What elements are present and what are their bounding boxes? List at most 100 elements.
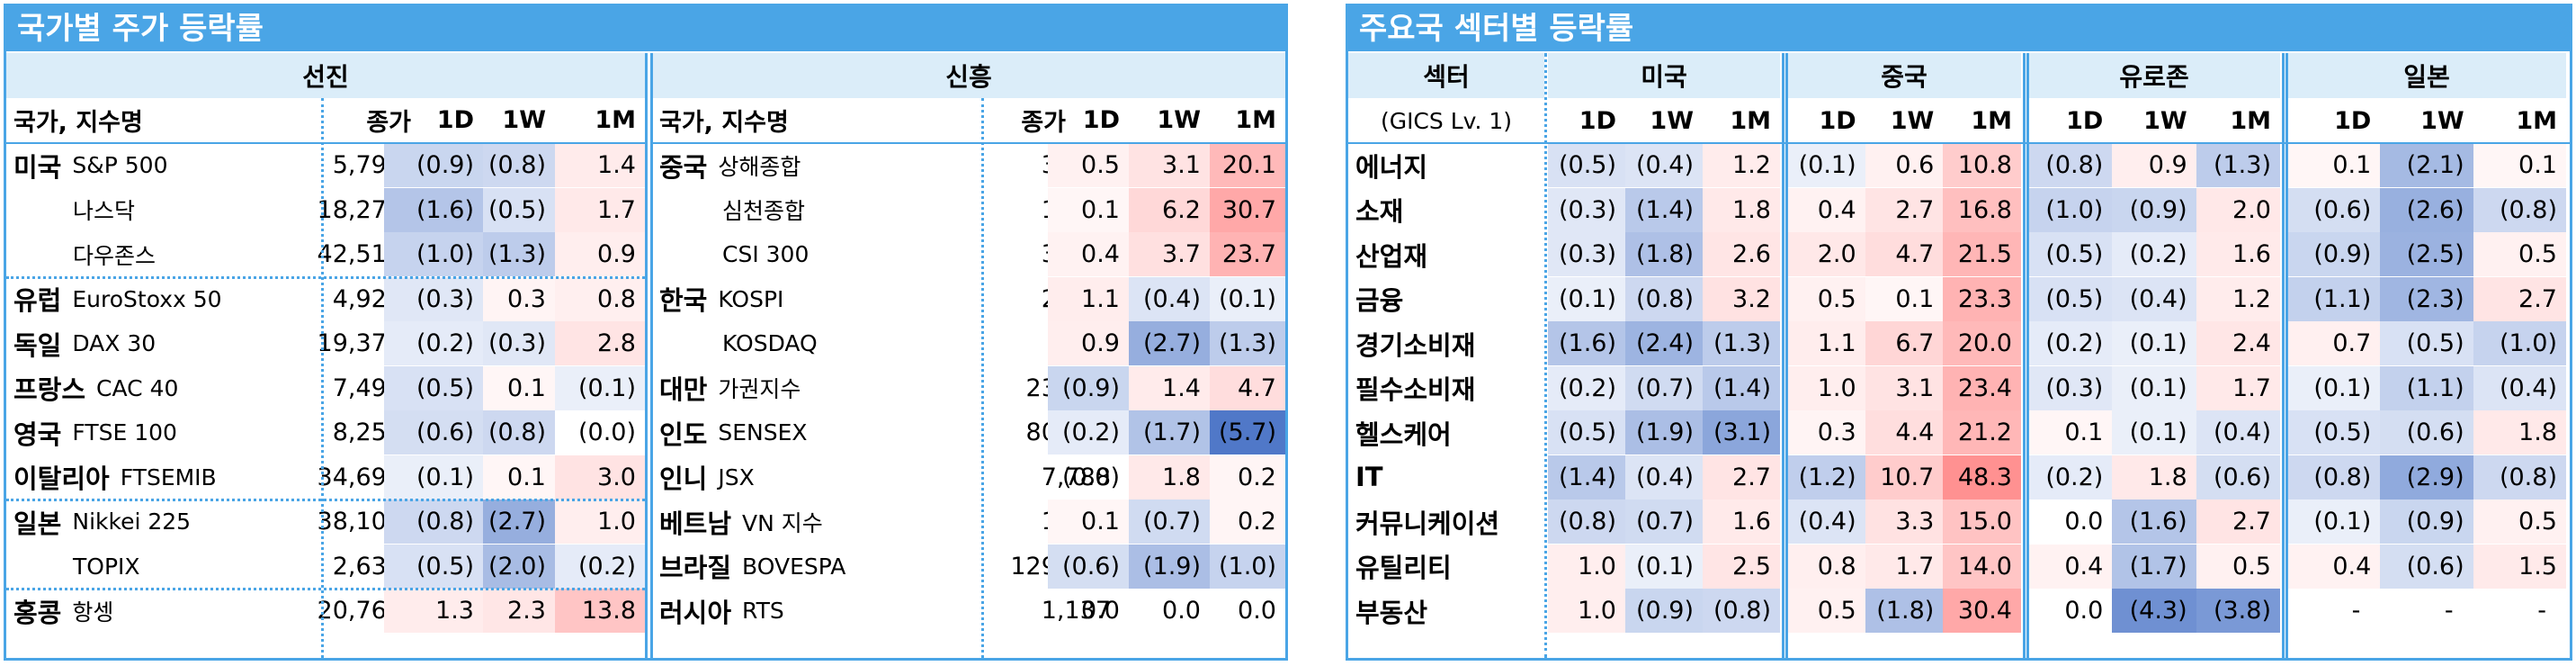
country-label: 영국 — [13, 418, 62, 450]
header-underline — [6, 142, 645, 144]
sector-return: 1.2 — [1703, 143, 1780, 187]
return-m1: 0.8 — [555, 276, 645, 321]
sector-return: (0.7) — [1625, 500, 1703, 544]
table-row: CSI 3003,9730.43.723.7 — [652, 232, 1285, 276]
index-name-cell: 대만 가권지수 — [652, 366, 922, 410]
sector-name: 산업재 — [1355, 240, 1428, 272]
sector-return: (0.6) — [2380, 410, 2473, 454]
return-w1: (0.8) — [483, 410, 555, 454]
sector-return: (1.3) — [2196, 143, 2280, 187]
sector-return: (1.7) — [2112, 544, 2196, 589]
sector-return: (0.1) — [2287, 500, 2381, 544]
table-row: KOSDAQ7450.9(2.7)(1.3) — [652, 321, 1285, 365]
index-name-cell: 영국 FTSE 100 — [6, 410, 222, 454]
country-label: 미국 — [13, 151, 62, 183]
sector-name: 소재 — [1355, 196, 1404, 227]
sector-return: 1.8 — [2112, 454, 2196, 500]
region-divider — [2282, 53, 2285, 658]
period-header: 1D — [2066, 106, 2104, 135]
return-w1: (1.9) — [1129, 544, 1210, 589]
region-divider — [1785, 53, 1788, 658]
sector-return: (0.4) — [2473, 365, 2566, 410]
index-name-cell: 인도 SENSEX — [652, 410, 922, 454]
return-m1: (1.0) — [1210, 544, 1285, 589]
sector-return: 0.8 — [1787, 544, 1865, 589]
sector-return: (0.5) — [1548, 143, 1625, 187]
return-w1: (1.7) — [1129, 410, 1210, 454]
table-row: TOPIX 2,637 (0.5) (2.0) (0.2) — [6, 544, 645, 589]
close-value: 20,760 — [317, 597, 402, 625]
sector-return: 1.6 — [2196, 232, 2280, 276]
sector-return: 0.5 — [2473, 500, 2566, 544]
sector-return: 1.2 — [2196, 276, 2280, 321]
sector-return: (0.2) — [1548, 365, 1625, 410]
return-d1: 0.0 — [1081, 597, 1120, 625]
return-m1: (0.2) — [555, 544, 645, 589]
sector-return: (0.9) — [2287, 232, 2381, 276]
close-value: 38,105 — [317, 508, 402, 536]
sector-return: (3.1) — [1703, 410, 1780, 454]
sector-return: 0.3 — [1787, 410, 1865, 454]
index-label: JSX — [718, 464, 755, 490]
sector-return: (0.1) — [2112, 365, 2196, 410]
sector-return: (0.5) — [2287, 410, 2381, 454]
period-header: 1W — [1890, 106, 1935, 135]
return-w1: (0.7) — [1129, 500, 1210, 544]
sector-return: (1.3) — [1703, 321, 1780, 365]
return-d1: (0.2) — [1048, 410, 1129, 454]
return-m1: 23.7 — [1210, 232, 1285, 276]
group-separator — [6, 275, 645, 279]
table-row: 대만가권지수23,335(0.9)1.44.7 — [652, 365, 1285, 410]
sector-return: 0.1 — [1865, 276, 1944, 321]
sector-return: (1.9) — [1625, 410, 1703, 454]
period-header: 1M — [2516, 106, 2557, 135]
table-row: 유럽 EuroStoxx 50 4,923 (0.3) 0.3 0.8 — [6, 276, 645, 321]
period-header: 1M — [2230, 106, 2271, 135]
index-name-cell: 독일 DAX 30 — [6, 321, 222, 365]
group-separator — [6, 499, 645, 501]
sector-return: 1.7 — [1865, 544, 1944, 589]
sector-return: (2.5) — [2380, 232, 2473, 276]
country-returns-table: 선진 국가, 지수명 종가 1D 1W 1M 미국 S&P 500 5,797 (0.9) (0.8… — [6, 53, 1285, 658]
header-1d: 1D — [1082, 106, 1120, 134]
sector-return: 0.1 — [2473, 143, 2566, 187]
sector-return: 0.0 — [2064, 597, 2104, 625]
sector-return: (1.6) — [1548, 321, 1625, 365]
return-d1: 0.9 — [1048, 321, 1129, 365]
close-value: 34,697 — [317, 463, 402, 491]
sector-name: 헬스케어 — [1355, 418, 1452, 450]
sector-return: 20.0 — [1943, 321, 2021, 365]
return-d1: (1.0) — [384, 232, 483, 276]
table-row: 인도SENSEX80,082(0.2)(1.7)(5.7) — [652, 410, 1285, 454]
table-row: 브라질BOVESPA129,233(0.6)(1.9)(1.0) — [652, 544, 1285, 589]
index-label: FTSEMIB — [120, 464, 217, 490]
index-name-cell: 미국 S&P 500 — [6, 143, 222, 187]
index-label: CSI 300 — [722, 241, 809, 267]
sector-return: (1.8) — [1865, 589, 1944, 633]
return-d1: (0.0) — [1061, 463, 1120, 491]
index-name-cell: 이탈리아 FTSEMIB — [6, 455, 222, 500]
index-label: 상해종합 — [718, 153, 801, 180]
sector-header: 섹터 — [1348, 53, 1544, 98]
return-d1: (0.1) — [384, 454, 483, 500]
return-w1: (0.4) — [1129, 276, 1210, 321]
table-row: 에너지 (0.5) (0.4) 1.2 (0.1) 0.6 10.8 (0.8) 0.9 (1.3… — [1348, 143, 2570, 187]
table-row: 다우존스 42,515 (1.0) (1.3) 0.9 — [6, 232, 645, 276]
sector-name: 필수소비재 — [1355, 374, 1476, 405]
sector-return: 2.5 — [1703, 544, 1780, 589]
return-w1: 0.3 — [483, 276, 555, 321]
sector-name: 금융 — [1355, 285, 1404, 316]
return-d1: 1.3 — [384, 589, 483, 633]
index-label: FTSE 100 — [72, 419, 177, 446]
sector-return: (0.5) — [1548, 410, 1625, 454]
table-row: 독일 DAX 30 19,378 (0.2) (0.3) 2.8 — [6, 321, 645, 365]
sector-return: (0.9) — [2112, 187, 2196, 232]
return-m1: (1.3) — [1210, 321, 1285, 365]
sector-return: (0.8) — [1625, 276, 1703, 321]
header-1w: 1W — [1157, 106, 1201, 134]
index-label: 항셍 — [72, 598, 114, 626]
index-label: 다우존스 — [73, 242, 157, 269]
table-row: 일본 Nikkei 225 38,105 (0.8) (2.7) 1.0 — [6, 500, 645, 544]
sector-return: 1.6 — [1703, 500, 1780, 544]
sector-return: 1.5 — [2473, 544, 2566, 589]
